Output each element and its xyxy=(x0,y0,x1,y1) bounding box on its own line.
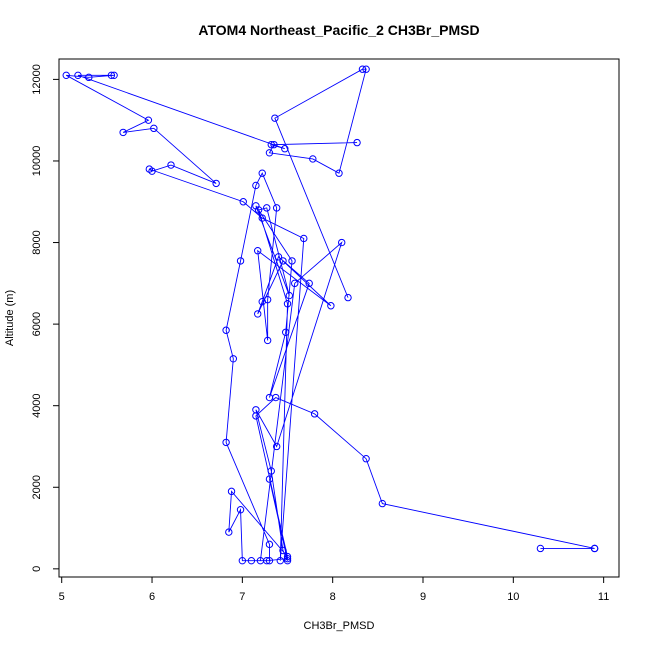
chart-title: ATOM4 Northeast_Pacific_2 CH3Br_PMSD xyxy=(198,22,479,38)
data-point xyxy=(279,546,287,555)
data-point xyxy=(265,393,274,402)
data-point xyxy=(247,556,256,565)
data-point xyxy=(148,167,156,175)
data-point xyxy=(254,310,262,318)
data-point xyxy=(263,336,272,345)
x-tick-label: 6 xyxy=(149,591,155,603)
y-tick-label: 6000 xyxy=(31,312,43,336)
data-point xyxy=(353,138,361,147)
data-point xyxy=(283,554,292,563)
x-tick-label: 9 xyxy=(420,591,426,603)
data-point xyxy=(305,279,313,288)
series-ch3br xyxy=(62,65,599,565)
data-point xyxy=(267,140,275,149)
data-point xyxy=(335,169,343,177)
series-line xyxy=(66,68,595,562)
data-point xyxy=(271,114,279,122)
data-point xyxy=(590,544,599,553)
data-point xyxy=(272,204,281,212)
data-point xyxy=(150,124,158,133)
data-point xyxy=(344,293,352,302)
x-tick-label: 11 xyxy=(598,591,609,603)
data-point xyxy=(288,257,296,265)
data-point xyxy=(536,544,545,553)
data-point xyxy=(291,279,299,288)
y-tick-label: 4000 xyxy=(31,393,43,417)
data-point xyxy=(283,300,292,308)
data-point xyxy=(107,71,116,80)
x-tick-label: 8 xyxy=(330,591,336,603)
data-point xyxy=(229,355,238,363)
data-point xyxy=(254,247,262,255)
data-point xyxy=(265,149,274,157)
y-tick-label: 10000 xyxy=(31,146,43,177)
y-axis-label: Altitude (m) xyxy=(4,290,16,346)
data-point xyxy=(258,214,266,222)
data-point xyxy=(238,556,247,565)
data-point xyxy=(274,253,283,261)
data-point xyxy=(236,506,245,514)
data-point xyxy=(222,326,230,334)
data-point xyxy=(62,71,70,80)
y-tick-label: 8000 xyxy=(31,230,43,254)
data-point xyxy=(265,556,274,565)
data-point xyxy=(119,128,127,137)
data-point xyxy=(362,455,370,463)
data-point xyxy=(252,181,260,190)
data-point xyxy=(239,198,247,206)
data-point xyxy=(167,161,175,169)
data-point xyxy=(110,71,118,80)
data-point xyxy=(270,140,278,149)
data-point xyxy=(144,116,153,124)
data-point xyxy=(258,297,266,306)
data-point xyxy=(74,71,82,80)
data-point xyxy=(281,145,289,153)
y-tick-label: 0 xyxy=(31,566,43,572)
data-point xyxy=(85,73,93,82)
data-point xyxy=(285,291,294,300)
x-axis-label: CH3Br_PMSD xyxy=(304,620,375,632)
data-point xyxy=(258,169,266,177)
data-point xyxy=(283,552,292,561)
data-point xyxy=(309,155,317,163)
data-point xyxy=(267,467,275,475)
data-point xyxy=(276,556,284,565)
data-point xyxy=(282,328,290,336)
data-point xyxy=(252,406,260,414)
data-point xyxy=(358,65,367,73)
data-point xyxy=(256,556,265,565)
data-point xyxy=(338,238,346,247)
data-point xyxy=(225,528,233,536)
data-point xyxy=(300,234,308,243)
data-point xyxy=(327,302,335,310)
data-point xyxy=(272,442,281,451)
x-axis: 5 6 7 8 9 10 11 xyxy=(59,576,609,603)
x-tick-label: 7 xyxy=(239,591,245,603)
data-point xyxy=(212,179,220,188)
x-tick-label: 10 xyxy=(507,591,519,603)
data-point xyxy=(222,438,230,447)
data-point xyxy=(254,206,263,214)
plot-frame xyxy=(58,58,620,578)
data-point xyxy=(263,204,271,212)
data-point xyxy=(236,257,245,265)
y-tick-label: 12000 xyxy=(31,64,43,95)
y-tick-label: 2000 xyxy=(31,475,43,499)
data-point xyxy=(283,556,292,565)
x-tick-label: 5 xyxy=(59,591,65,603)
data-point xyxy=(378,499,387,508)
data-point xyxy=(310,410,319,418)
data-point xyxy=(265,475,274,483)
data-point xyxy=(265,540,274,549)
y-axis: 0 2000 4000 6000 8000 10000 12000 xyxy=(31,64,60,572)
data-point xyxy=(227,487,236,496)
data-point xyxy=(362,65,370,73)
data-point xyxy=(279,257,287,265)
